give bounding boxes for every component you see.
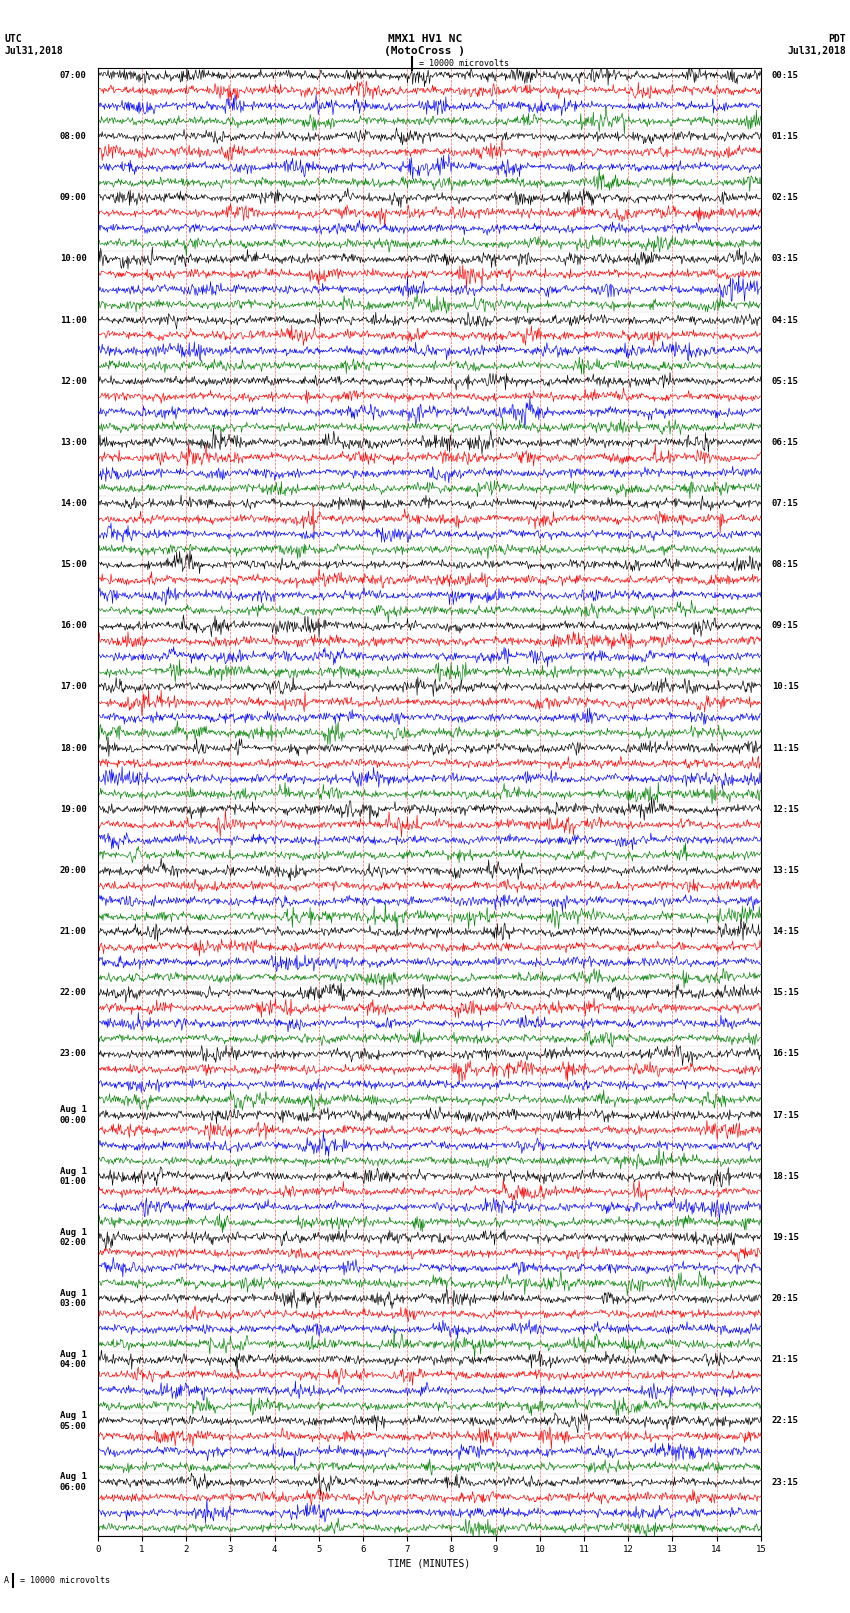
- Text: 07:15: 07:15: [772, 498, 799, 508]
- Text: MMX1 HV1 NC: MMX1 HV1 NC: [388, 34, 462, 44]
- Text: 09:00: 09:00: [60, 194, 87, 202]
- Text: 10:00: 10:00: [60, 255, 87, 263]
- Text: 23:15: 23:15: [772, 1478, 799, 1487]
- Text: 07:00: 07:00: [60, 71, 87, 81]
- Text: 01:15: 01:15: [772, 132, 799, 140]
- Text: 15:00: 15:00: [60, 560, 87, 569]
- Text: 19:15: 19:15: [772, 1232, 799, 1242]
- Text: 11:00: 11:00: [60, 316, 87, 324]
- Text: Aug 1
04:00: Aug 1 04:00: [60, 1350, 87, 1369]
- Text: 14:00: 14:00: [60, 498, 87, 508]
- Text: 17:00: 17:00: [60, 682, 87, 692]
- Text: Aug 1
05:00: Aug 1 05:00: [60, 1411, 87, 1431]
- Text: = 10000 microvolts: = 10000 microvolts: [20, 1576, 110, 1586]
- Text: 14:15: 14:15: [772, 927, 799, 936]
- Text: 12:00: 12:00: [60, 377, 87, 386]
- Text: Aug 1
01:00: Aug 1 01:00: [60, 1166, 87, 1186]
- Text: 08:00: 08:00: [60, 132, 87, 140]
- Text: A: A: [3, 1576, 8, 1586]
- Text: Aug 1
06:00: Aug 1 06:00: [60, 1473, 87, 1492]
- Text: 23:00: 23:00: [60, 1050, 87, 1058]
- Text: Jul31,2018: Jul31,2018: [787, 47, 846, 56]
- Text: 02:15: 02:15: [772, 194, 799, 202]
- Text: 20:15: 20:15: [772, 1294, 799, 1303]
- Text: 04:15: 04:15: [772, 316, 799, 324]
- Text: 18:00: 18:00: [60, 744, 87, 753]
- Text: 06:15: 06:15: [772, 437, 799, 447]
- Text: 19:00: 19:00: [60, 805, 87, 815]
- Text: UTC: UTC: [4, 34, 22, 44]
- Text: 10:15: 10:15: [772, 682, 799, 692]
- Text: 15:15: 15:15: [772, 989, 799, 997]
- Text: 08:15: 08:15: [772, 560, 799, 569]
- Text: 03:15: 03:15: [772, 255, 799, 263]
- Text: = 10000 microvolts: = 10000 microvolts: [419, 60, 509, 68]
- Text: 22:15: 22:15: [772, 1416, 799, 1426]
- Text: 21:00: 21:00: [60, 927, 87, 936]
- Text: Aug 1
00:00: Aug 1 00:00: [60, 1105, 87, 1124]
- Text: 12:15: 12:15: [772, 805, 799, 815]
- Text: 21:15: 21:15: [772, 1355, 799, 1365]
- Text: 20:00: 20:00: [60, 866, 87, 874]
- Text: Aug 1
03:00: Aug 1 03:00: [60, 1289, 87, 1308]
- Text: 11:15: 11:15: [772, 744, 799, 753]
- Text: PDT: PDT: [828, 34, 846, 44]
- Text: 09:15: 09:15: [772, 621, 799, 631]
- Text: 05:15: 05:15: [772, 377, 799, 386]
- Text: 17:15: 17:15: [772, 1111, 799, 1119]
- Text: Aug 1
02:00: Aug 1 02:00: [60, 1227, 87, 1247]
- Text: 22:00: 22:00: [60, 989, 87, 997]
- Text: 00:15: 00:15: [772, 71, 799, 81]
- Text: 13:15: 13:15: [772, 866, 799, 874]
- Text: Jul31,2018: Jul31,2018: [4, 47, 63, 56]
- X-axis label: TIME (MINUTES): TIME (MINUTES): [388, 1558, 470, 1568]
- Text: 16:15: 16:15: [772, 1050, 799, 1058]
- Text: 16:00: 16:00: [60, 621, 87, 631]
- Text: 13:00: 13:00: [60, 437, 87, 447]
- Text: (MotoCross ): (MotoCross ): [384, 47, 466, 56]
- Text: 18:15: 18:15: [772, 1171, 799, 1181]
